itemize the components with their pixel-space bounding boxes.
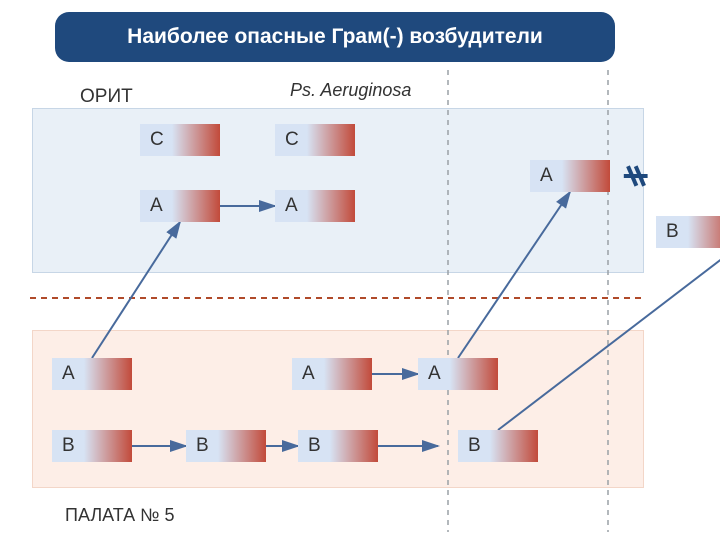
node-Ab1: А <box>52 358 132 390</box>
title-text: Наиболее опасные Грам(-) возбудители <box>127 25 543 49</box>
subtitle-pathogen: Ps. Aeruginosa <box>290 80 411 101</box>
zone-ward <box>32 330 644 488</box>
label-orit: ОРИТ <box>80 86 133 108</box>
diagram-stage: Наиболее опасные Грам(-) возбудители ОРИ… <box>0 0 720 540</box>
node-Ab2: А <box>292 358 372 390</box>
node-Bb2: В <box>186 430 266 462</box>
node-Bb3: В <box>298 430 378 462</box>
node-Ab3: А <box>418 358 498 390</box>
node-A3: А <box>530 160 610 192</box>
node-A1: А <box>140 190 220 222</box>
label-ward: ПАЛАТА № 5 <box>65 505 174 526</box>
node-C1: С <box>140 124 220 156</box>
node-A2: А <box>275 190 355 222</box>
node-Bb1: В <box>52 430 132 462</box>
node-C2: С <box>275 124 355 156</box>
title-bar: Наиболее опасные Грам(-) возбудители <box>55 12 615 62</box>
node-Bb4: В <box>458 430 538 462</box>
node-B3: В <box>656 216 720 248</box>
